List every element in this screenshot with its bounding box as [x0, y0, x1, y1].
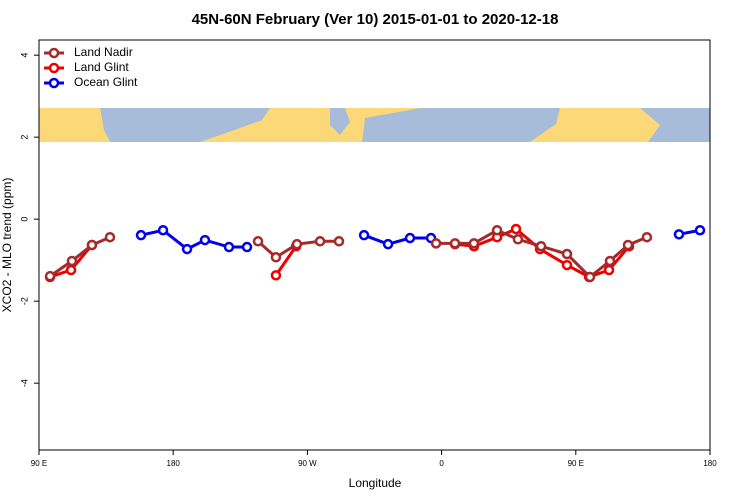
point — [199, 234, 211, 246]
point — [430, 238, 442, 249]
x-tick-label: 90 W — [298, 459, 317, 468]
point — [694, 224, 706, 236]
legend-marker — [48, 77, 60, 89]
legend-label: Ocean Glint — [74, 75, 138, 89]
y-axis-label: XCO2 - MLO trend (ppm) — [0, 178, 14, 313]
x-tick-label: 0 — [439, 459, 444, 468]
point — [135, 229, 147, 241]
point — [512, 234, 524, 245]
point — [104, 231, 116, 243]
point — [270, 252, 282, 263]
x-axis-label: Longitude — [349, 476, 402, 490]
point — [535, 240, 547, 252]
y-tick-label: 4 — [19, 53, 29, 58]
legend-marker — [48, 62, 60, 74]
point — [584, 271, 596, 283]
point — [358, 229, 370, 241]
point — [181, 243, 193, 255]
point — [291, 238, 303, 250]
point — [673, 229, 685, 240]
x-tick-label: 90 E — [568, 459, 584, 468]
x-tick-label: 180 — [167, 459, 181, 468]
point — [252, 236, 264, 247]
point — [603, 264, 615, 276]
point — [510, 223, 522, 235]
point — [449, 238, 461, 249]
point — [65, 264, 77, 276]
point — [270, 270, 282, 281]
point — [561, 248, 573, 260]
legend-marker — [48, 47, 60, 59]
point — [333, 236, 345, 247]
point — [561, 259, 573, 271]
legend-label: Land Glint — [74, 60, 129, 74]
legend-label: Land Nadir — [74, 45, 133, 59]
point — [468, 238, 480, 249]
point — [622, 239, 634, 251]
point — [404, 232, 416, 244]
y-tick-label: 0 — [19, 217, 29, 222]
point — [241, 241, 253, 253]
point — [44, 270, 56, 282]
point — [86, 239, 98, 251]
point — [66, 255, 78, 267]
point — [157, 224, 169, 236]
chart-title: 45N-60N February (Ver 10) 2015-01-01 to … — [192, 11, 559, 28]
x-tick-label: 90 E — [31, 459, 47, 468]
y-tick-label: 2 — [19, 135, 29, 140]
plot-frame — [38, 39, 711, 451]
point — [641, 231, 653, 243]
map-band — [39, 108, 710, 142]
y-tick-label: -4 — [19, 379, 29, 387]
point — [314, 236, 326, 247]
y-tick-label: -2 — [19, 297, 29, 305]
x-tick-label: 180 — [703, 459, 717, 468]
point — [382, 238, 394, 250]
point — [604, 255, 616, 267]
point — [491, 224, 503, 236]
point — [223, 241, 235, 253]
